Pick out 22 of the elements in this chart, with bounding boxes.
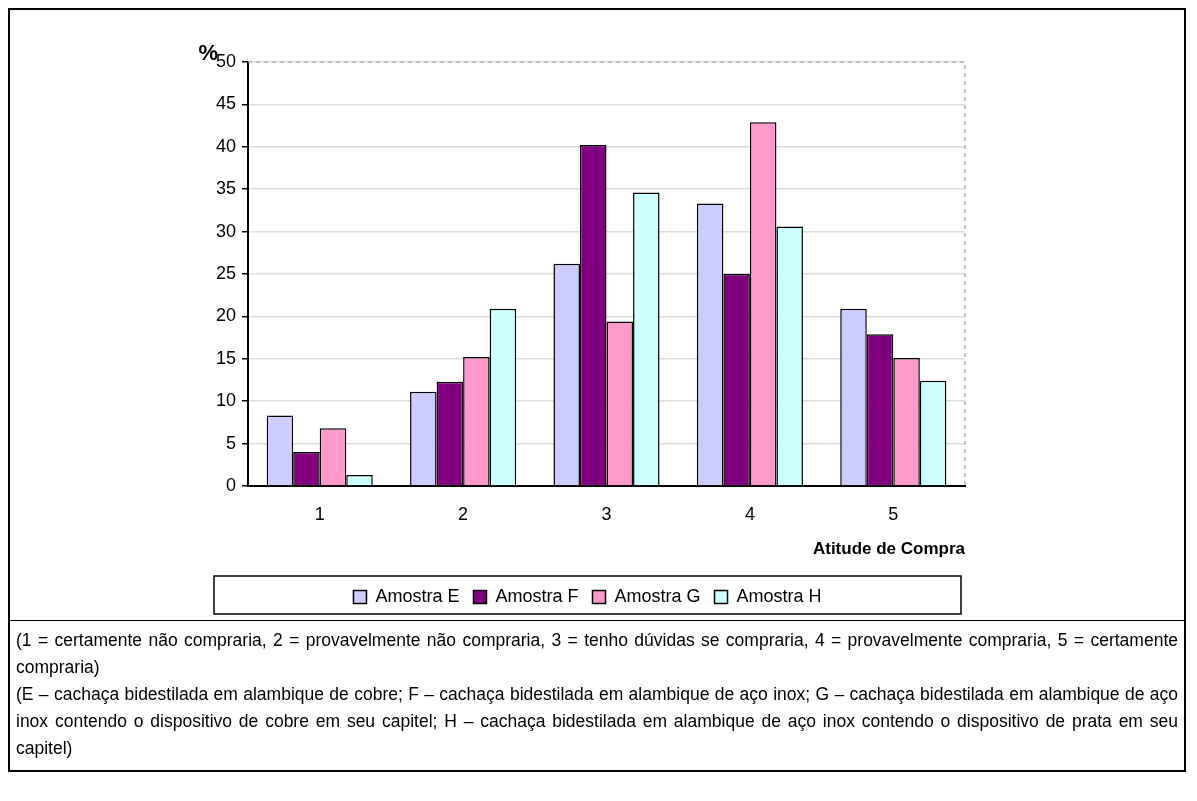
y-tick-label: 15	[215, 347, 237, 368]
text: (E – cachaça bidestilada em alambique de cobre; F – cachaça bidestilada em alambique de aço inox; G – cachaça bidestilada em alambique de aço inox contendo o dispositivo de cobre em seu capitel; H – cachaça bidestilada em alambique de aço inox contendo o dispositivo de prata em seu capitel)	[16, 683, 1178, 760]
y-tick-label: 45	[215, 93, 237, 114]
y-tick-label: 0	[226, 474, 237, 495]
legend-label: Amostra G	[614, 585, 701, 606]
y-tick-label: 10	[215, 390, 237, 411]
x-tick-label: 2	[458, 503, 469, 524]
x-axis-title: Atitude de Compra	[812, 539, 966, 559]
y-tick-label: 35	[215, 178, 237, 199]
y-tick-label: 25	[215, 262, 237, 283]
x-tick-label: 5	[888, 503, 899, 524]
x-tick-label: 4	[744, 503, 755, 524]
x-tick-label: 1	[314, 503, 325, 524]
text: (1 = certamente não compraria, 2 = provavelmente não compraria, 3 = tenho dúvidas se compraria, 4 = provavelmente compraria, 5 = certamente compraria)	[16, 629, 1178, 679]
y-tick-label: 20	[215, 305, 237, 326]
legend-label: Amostra H	[736, 585, 822, 606]
y-tick-label: 40	[215, 135, 237, 156]
y-tick-label: 5	[226, 432, 237, 453]
legend-label: Amostra F	[495, 585, 579, 606]
legend-label: Amostra E	[375, 585, 460, 606]
y-tick-label: 30	[215, 220, 237, 241]
x-tick-label: 3	[601, 503, 612, 524]
